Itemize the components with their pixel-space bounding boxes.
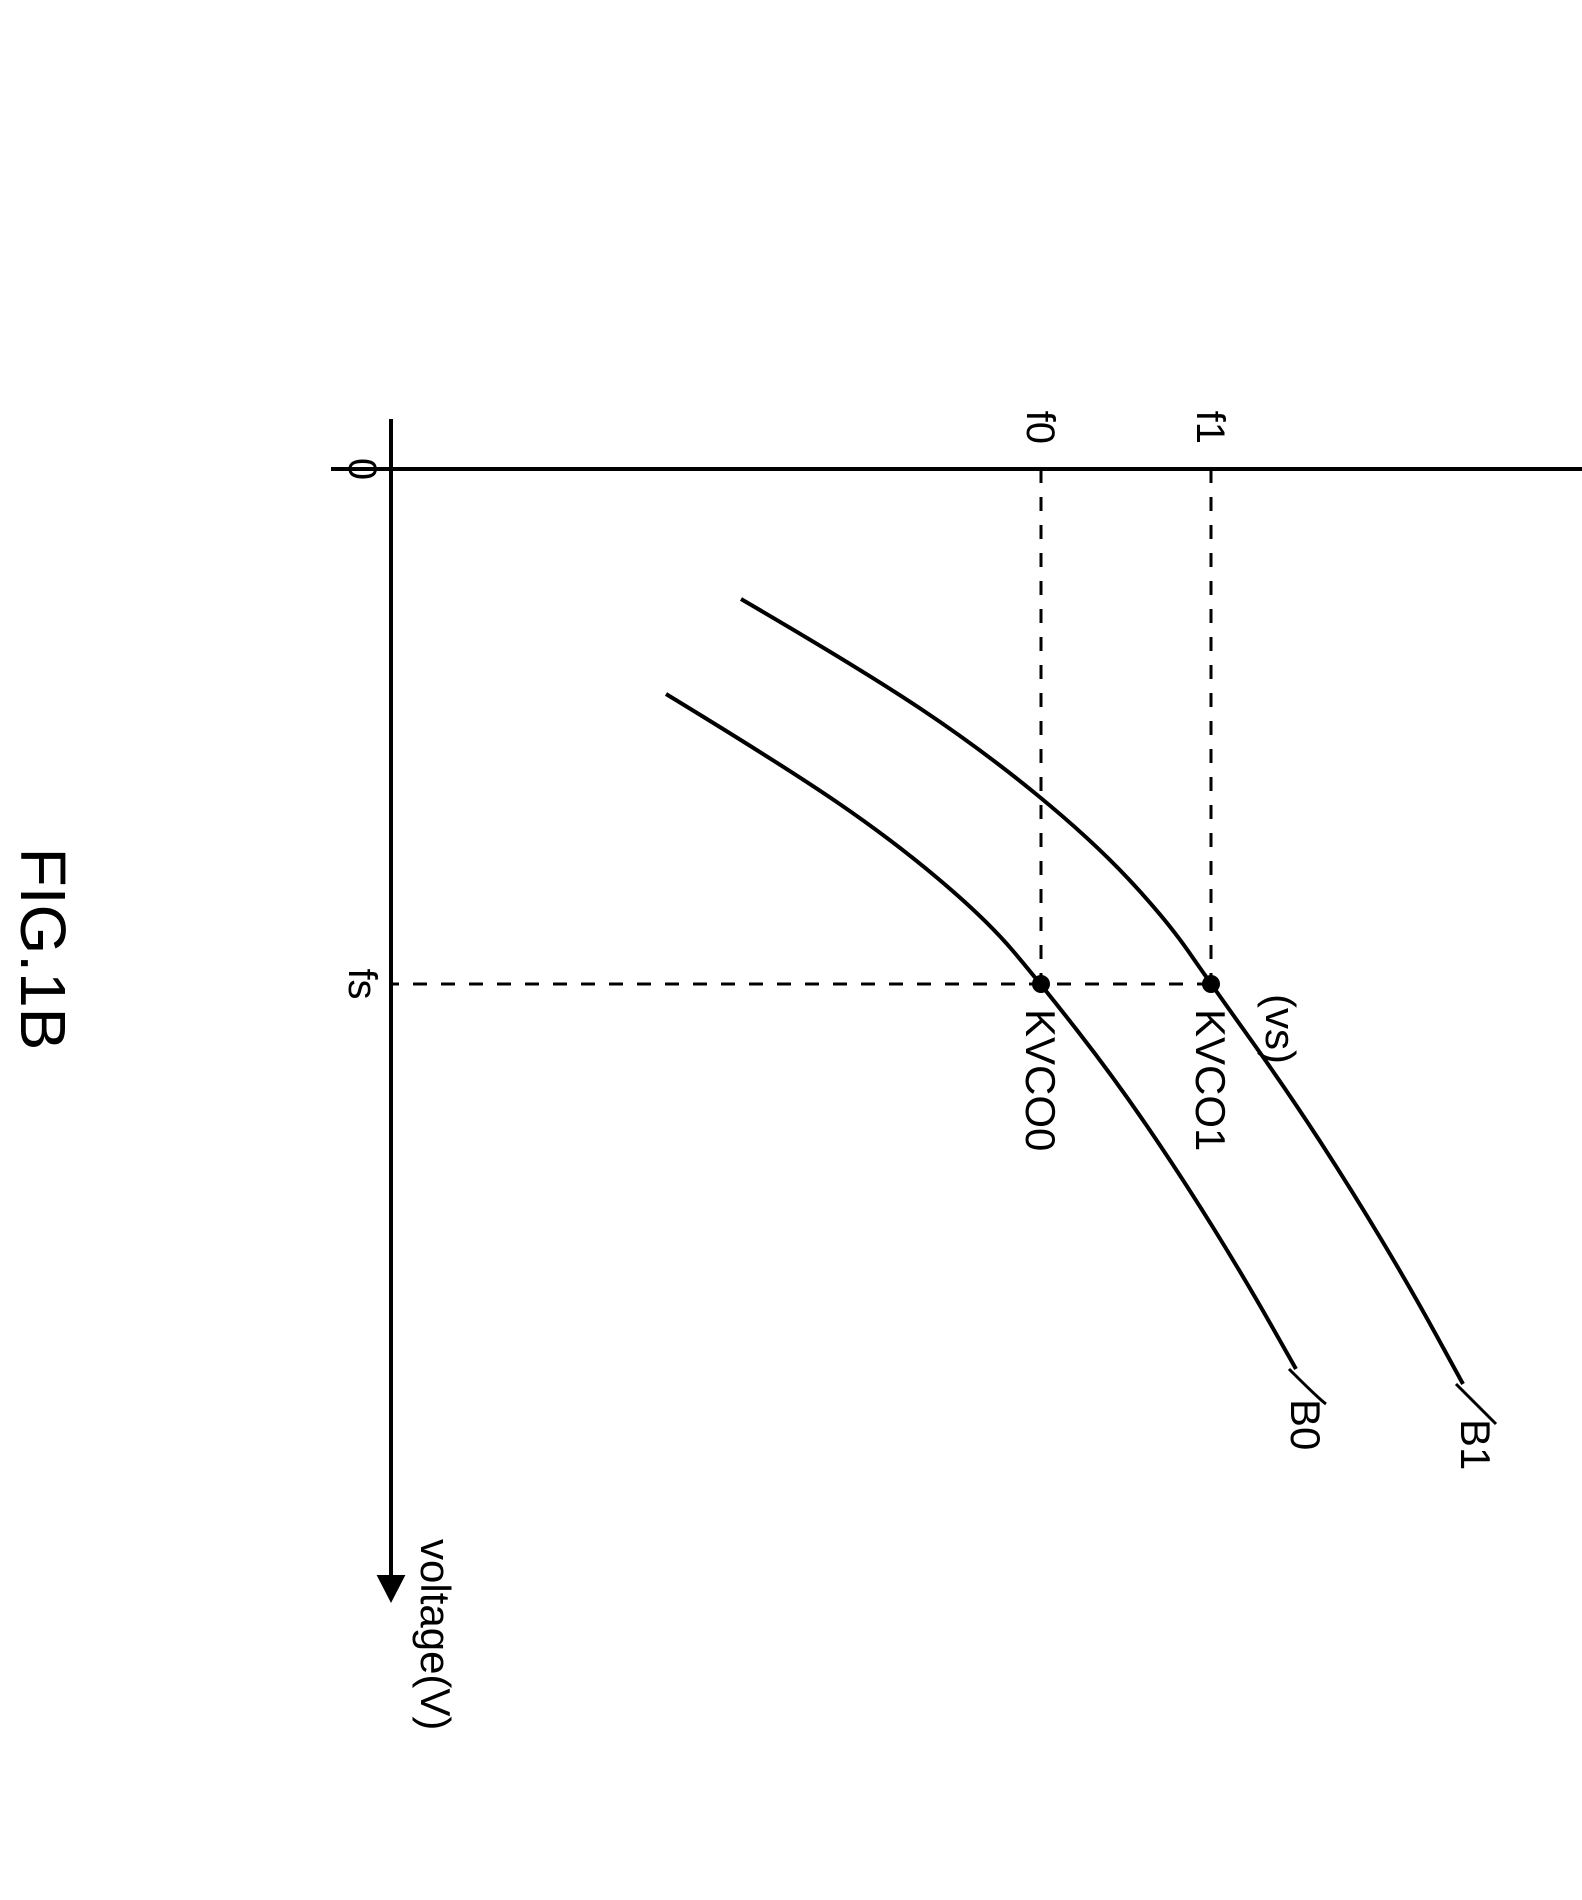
marker-point	[1202, 975, 1220, 993]
curve-b0-label: B0	[1282, 1399, 1329, 1450]
kvco0-annotation: KVCO0	[1017, 1009, 1064, 1151]
marker-point	[1032, 975, 1050, 993]
y-tick-label: f1	[1188, 411, 1232, 444]
kvco1-annotation: KVCO1	[1187, 1009, 1234, 1151]
x-tick-label: 0	[340, 458, 384, 480]
x-axis-label: voltage(V)	[412, 1539, 459, 1730]
vs-annotation: (vs)	[1257, 994, 1304, 1064]
figure-label: FIG.1B	[7, 848, 79, 1051]
y-tick-label: f0	[1018, 411, 1062, 444]
curve-b1-label: B1	[1452, 1419, 1499, 1470]
background	[0, 0, 1582, 1900]
x-tick-label: fs	[340, 968, 384, 999]
